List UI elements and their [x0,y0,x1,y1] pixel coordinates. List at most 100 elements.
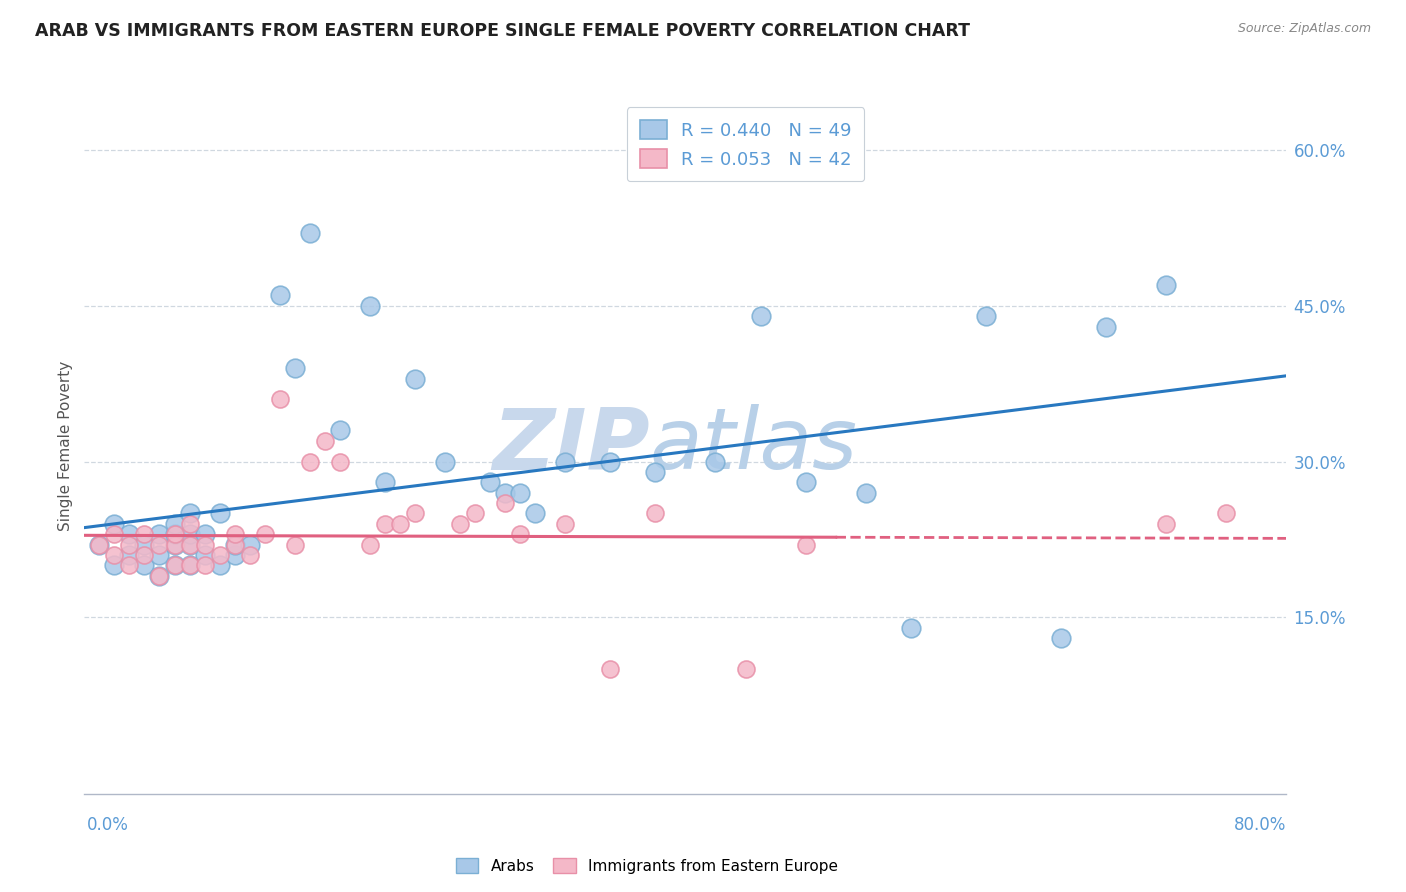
Point [524,507,547,521]
Point [554,454,576,468]
Point [388,516,411,531]
Point [374,475,396,490]
Text: Source: ZipAtlas.com: Source: ZipAtlas.com [1237,22,1371,36]
Point [163,538,186,552]
Point [134,527,156,541]
Point [284,538,307,552]
Point [163,516,186,531]
Point [404,507,426,521]
Point [509,485,531,500]
Point [89,538,111,552]
Point [118,527,141,541]
Point [269,392,291,407]
Point [494,485,516,500]
Point [148,569,170,583]
Point [434,454,457,468]
Point [194,538,217,552]
Point [103,516,125,531]
Point [298,226,321,240]
Point [974,309,997,323]
Point [253,527,276,541]
Point [284,361,307,376]
Point [179,558,201,573]
Point [494,496,516,510]
Point [1156,516,1178,531]
Point [148,538,170,552]
Point [329,424,352,438]
Point [794,475,817,490]
Text: atlas: atlas [650,404,858,488]
Point [118,538,141,552]
Point [118,558,141,573]
Point [163,527,186,541]
Point [89,538,111,552]
Point [599,454,621,468]
Point [1156,278,1178,293]
Point [163,527,186,541]
Point [179,538,201,552]
Point [179,507,201,521]
Point [224,527,246,541]
Point [148,527,170,541]
Legend: R = 0.440   N = 49, R = 0.053   N = 42: R = 0.440 N = 49, R = 0.053 N = 42 [627,107,865,181]
Point [118,548,141,562]
Point [179,538,201,552]
Point [314,434,336,448]
Point [734,662,756,676]
Point [298,454,321,468]
Point [194,558,217,573]
Point [224,538,246,552]
Point [208,507,231,521]
Point [103,527,125,541]
Point [179,527,201,541]
Point [239,538,262,552]
Point [794,538,817,552]
Point [359,299,381,313]
Point [1050,631,1073,645]
Point [163,558,186,573]
Point [163,538,186,552]
Point [900,621,922,635]
Point [404,371,426,385]
Point [1095,319,1118,334]
Point [208,548,231,562]
Text: 0.0%: 0.0% [87,816,129,834]
Point [855,485,877,500]
Point [179,558,201,573]
Point [148,548,170,562]
Y-axis label: Single Female Poverty: Single Female Poverty [58,361,73,531]
Point [194,548,217,562]
Point [208,558,231,573]
Legend: Arabs, Immigrants from Eastern Europe: Arabs, Immigrants from Eastern Europe [450,852,844,880]
Point [644,507,666,521]
Point [194,527,217,541]
Point [134,538,156,552]
Point [179,516,201,531]
Point [134,548,156,562]
Point [103,558,125,573]
Point [554,516,576,531]
Point [269,288,291,302]
Point [163,558,186,573]
Text: ARAB VS IMMIGRANTS FROM EASTERN EUROPE SINGLE FEMALE POVERTY CORRELATION CHART: ARAB VS IMMIGRANTS FROM EASTERN EUROPE S… [35,22,970,40]
Point [329,454,352,468]
Point [749,309,772,323]
Point [103,548,125,562]
Point [464,507,486,521]
Text: ZIP: ZIP [492,404,650,488]
Text: 80.0%: 80.0% [1234,816,1286,834]
Point [224,538,246,552]
Point [644,465,666,479]
Point [449,516,471,531]
Point [224,548,246,562]
Point [704,454,727,468]
Point [599,662,621,676]
Point [479,475,502,490]
Point [374,516,396,531]
Point [134,558,156,573]
Point [359,538,381,552]
Point [1215,507,1237,521]
Point [239,548,262,562]
Point [509,527,531,541]
Point [148,569,170,583]
